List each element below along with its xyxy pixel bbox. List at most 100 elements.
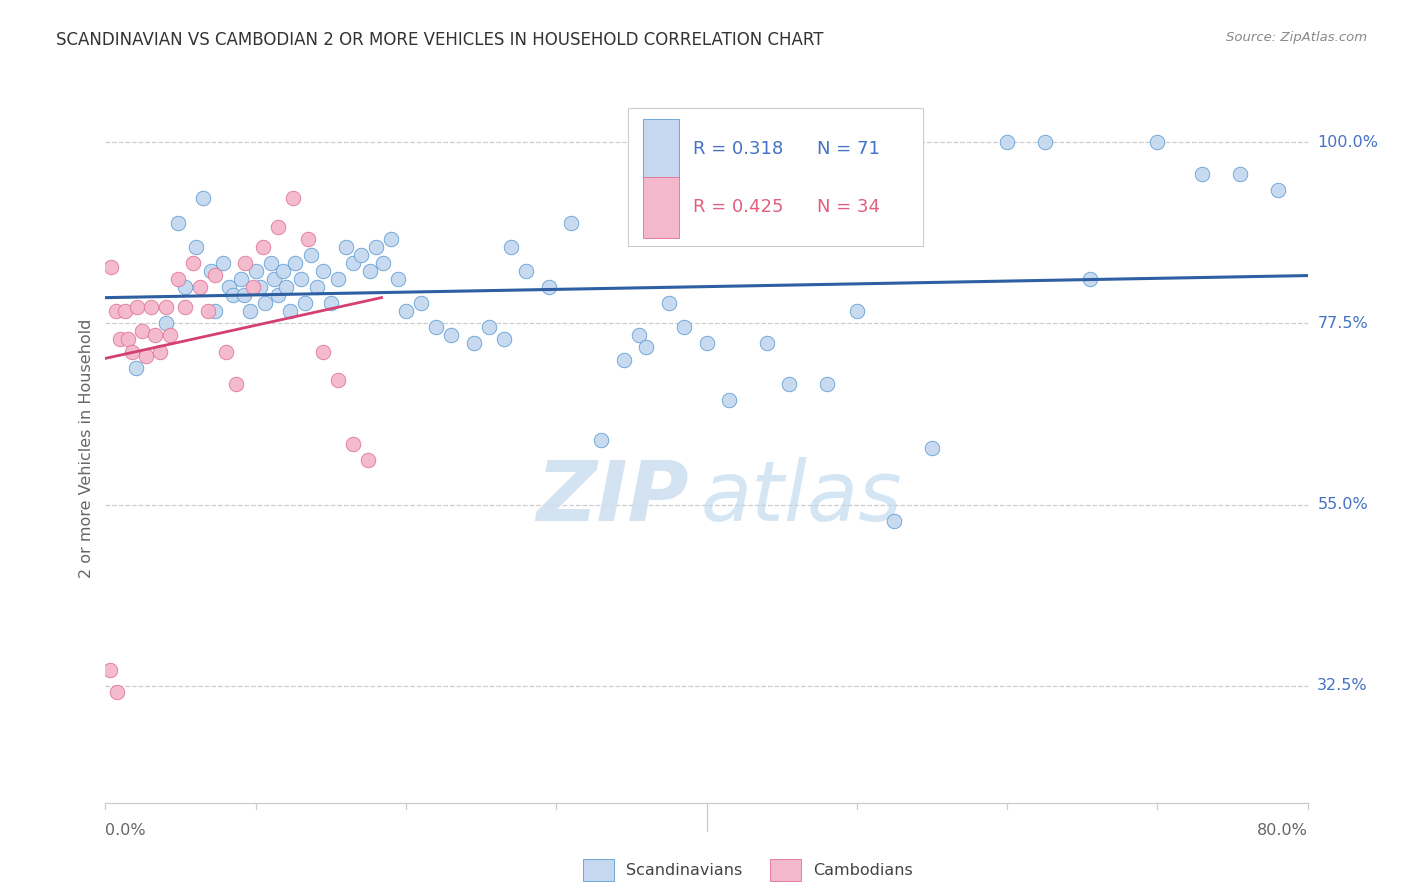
Text: ZIP: ZIP — [536, 458, 689, 539]
Point — [159, 328, 181, 343]
Point — [121, 344, 143, 359]
Point — [395, 304, 418, 318]
Point — [260, 256, 283, 270]
Point — [312, 344, 335, 359]
Point — [290, 272, 312, 286]
Bar — [643, 178, 679, 237]
Point — [181, 256, 204, 270]
Point — [328, 272, 350, 286]
Point — [197, 304, 219, 318]
Point — [229, 272, 252, 286]
Point — [409, 296, 432, 310]
Point — [883, 514, 905, 528]
Text: SCANDINAVIAN VS CAMBODIAN 2 OR MORE VEHICLES IN HOUSEHOLD CORRELATION CHART: SCANDINAVIAN VS CAMBODIAN 2 OR MORE VEHI… — [56, 31, 824, 49]
FancyBboxPatch shape — [628, 108, 922, 246]
Point — [166, 272, 188, 286]
Text: atlas: atlas — [700, 458, 903, 539]
Point — [166, 216, 188, 230]
Point — [184, 240, 207, 254]
Point — [211, 256, 233, 270]
Text: 32.5%: 32.5% — [1317, 679, 1368, 693]
Point — [342, 437, 364, 451]
Point — [1146, 135, 1168, 149]
Point — [463, 336, 485, 351]
Point — [278, 304, 301, 318]
Point — [242, 280, 264, 294]
Point — [425, 320, 447, 334]
Point — [492, 333, 515, 347]
Point — [135, 349, 157, 363]
Point — [218, 280, 240, 294]
Point — [357, 453, 380, 467]
Text: 55.0%: 55.0% — [1317, 497, 1368, 512]
Point — [560, 216, 582, 230]
Point — [253, 296, 276, 310]
Point — [249, 280, 271, 294]
Point — [1033, 135, 1056, 149]
Point — [299, 248, 322, 262]
Point — [267, 288, 290, 302]
Text: R = 0.425: R = 0.425 — [693, 198, 783, 217]
Point — [537, 280, 560, 294]
Text: 77.5%: 77.5% — [1317, 316, 1368, 331]
Point — [921, 442, 943, 455]
Point — [387, 272, 409, 286]
Text: 0.0%: 0.0% — [105, 823, 146, 838]
Point — [778, 376, 800, 391]
Point — [100, 260, 122, 274]
Point — [124, 360, 146, 375]
Point — [233, 256, 256, 270]
Point — [274, 280, 297, 294]
Point — [225, 376, 247, 391]
Point — [1191, 167, 1213, 181]
Point — [1229, 167, 1251, 181]
Point — [307, 280, 329, 294]
Point — [139, 300, 162, 314]
Point — [107, 684, 129, 698]
Point — [204, 268, 226, 282]
Point — [148, 344, 170, 359]
Bar — [643, 120, 679, 179]
Point — [174, 280, 197, 294]
Point — [143, 328, 166, 343]
Point — [284, 256, 307, 270]
Text: Scandinavians: Scandinavians — [626, 863, 742, 878]
Point — [252, 240, 274, 254]
Point — [335, 240, 357, 254]
Point — [591, 433, 613, 447]
Point — [104, 304, 127, 318]
Point — [297, 232, 319, 246]
Point — [155, 316, 177, 330]
Point — [1267, 183, 1289, 197]
Point — [204, 304, 226, 318]
Text: N = 71: N = 71 — [817, 140, 880, 158]
Point — [815, 376, 838, 391]
Point — [350, 248, 373, 262]
Point — [191, 191, 214, 205]
Point — [755, 336, 778, 351]
Point — [613, 352, 636, 367]
Text: Cambodians: Cambodians — [813, 863, 912, 878]
Point — [214, 344, 236, 359]
Point — [267, 219, 290, 234]
Point — [501, 240, 523, 254]
Point — [515, 264, 537, 278]
Point — [380, 232, 402, 246]
Point — [263, 272, 285, 286]
Point — [1078, 272, 1101, 286]
Text: 100.0%: 100.0% — [1317, 135, 1378, 150]
Point — [155, 300, 177, 314]
Point — [312, 264, 335, 278]
Point — [131, 325, 153, 339]
Point — [718, 392, 741, 407]
Point — [995, 135, 1018, 149]
Point — [271, 264, 294, 278]
Point — [283, 191, 305, 205]
Point — [117, 333, 139, 347]
Point — [328, 373, 350, 387]
Point — [114, 304, 136, 318]
Point — [696, 336, 718, 351]
Point — [478, 320, 501, 334]
Point — [359, 264, 381, 278]
Point — [125, 300, 148, 314]
